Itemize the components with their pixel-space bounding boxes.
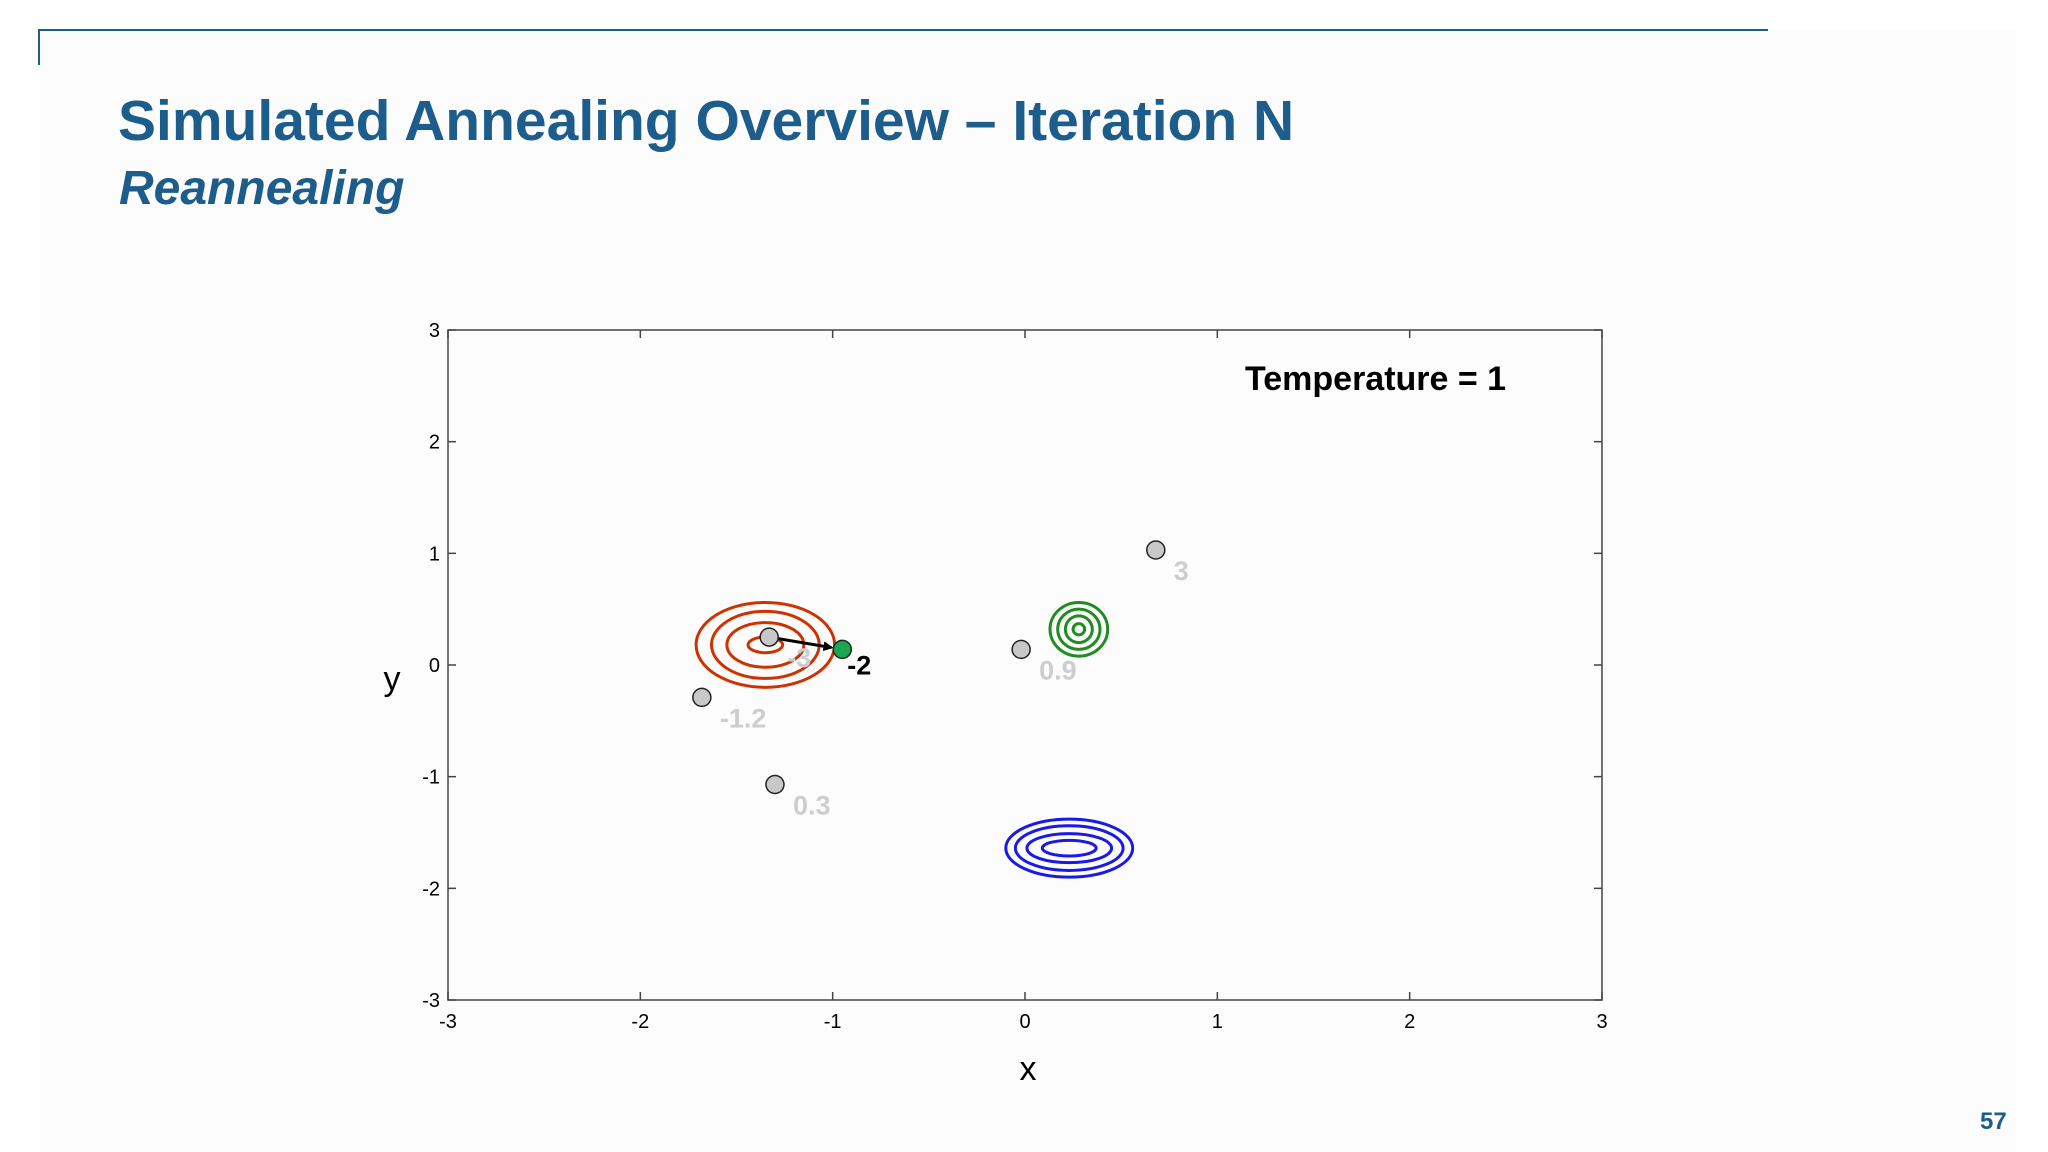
contour-ring <box>1013 824 1125 872</box>
previous-point <box>1011 639 1031 660</box>
previous-point <box>1146 540 1166 560</box>
contour-ring <box>1071 622 1087 637</box>
point-value-label: -3 <box>787 643 811 673</box>
contour-ring <box>1056 607 1102 651</box>
contour-ring <box>1004 817 1135 879</box>
contour-ring <box>1048 600 1110 658</box>
y-tick-label: 1 <box>429 543 440 565</box>
current-point <box>832 639 853 660</box>
y-tick-label: -2 <box>422 878 440 900</box>
slide-background <box>40 30 2016 1152</box>
x-tick-label: -3 <box>439 1011 457 1033</box>
point-value-label: 3 <box>1174 556 1189 586</box>
plot-area <box>447 329 1603 1001</box>
y-axis-label: y <box>384 660 401 698</box>
x-tick-label: 0 <box>1019 1011 1030 1033</box>
x-tick-label: 2 <box>1404 1011 1415 1033</box>
y-tick-label: 3 <box>429 320 440 342</box>
header-rule <box>38 29 1768 31</box>
x-tick-label: 3 <box>1596 1011 1607 1033</box>
x-tick-label: 1 <box>1212 1011 1223 1033</box>
previous-point <box>765 774 785 795</box>
temperature-annotation: Temperature = 1 <box>1245 360 1506 398</box>
slide-subtitle: Reannealing <box>119 162 405 215</box>
x-tick-label: -2 <box>631 1011 649 1033</box>
point-value-label: 0.3 <box>793 790 831 820</box>
page-number: 57 <box>1980 1108 2007 1135</box>
x-tick-label: -1 <box>824 1011 842 1033</box>
point-value-label: 0.9 <box>1039 655 1077 685</box>
contour-ring <box>1040 838 1098 858</box>
previous-point <box>759 627 779 647</box>
contour-ring <box>1025 832 1114 865</box>
header-rule-tick <box>38 29 40 65</box>
move-arrow <box>768 635 834 652</box>
y-tick-label: -3 <box>422 990 440 1012</box>
point-value-label: -1.2 <box>720 703 767 733</box>
y-tick-label: 2 <box>429 432 440 454</box>
x-axis-label: x <box>1020 1050 1037 1088</box>
previous-point <box>692 687 712 708</box>
contour-ring <box>725 621 806 669</box>
slide-title: Simulated Annealing Overview – Iteration… <box>118 89 1295 153</box>
y-tick-label: 0 <box>429 655 440 677</box>
y-tick-label: -1 <box>422 767 440 789</box>
contour-ring <box>1063 614 1094 645</box>
point-value-label: -2 <box>847 650 871 680</box>
